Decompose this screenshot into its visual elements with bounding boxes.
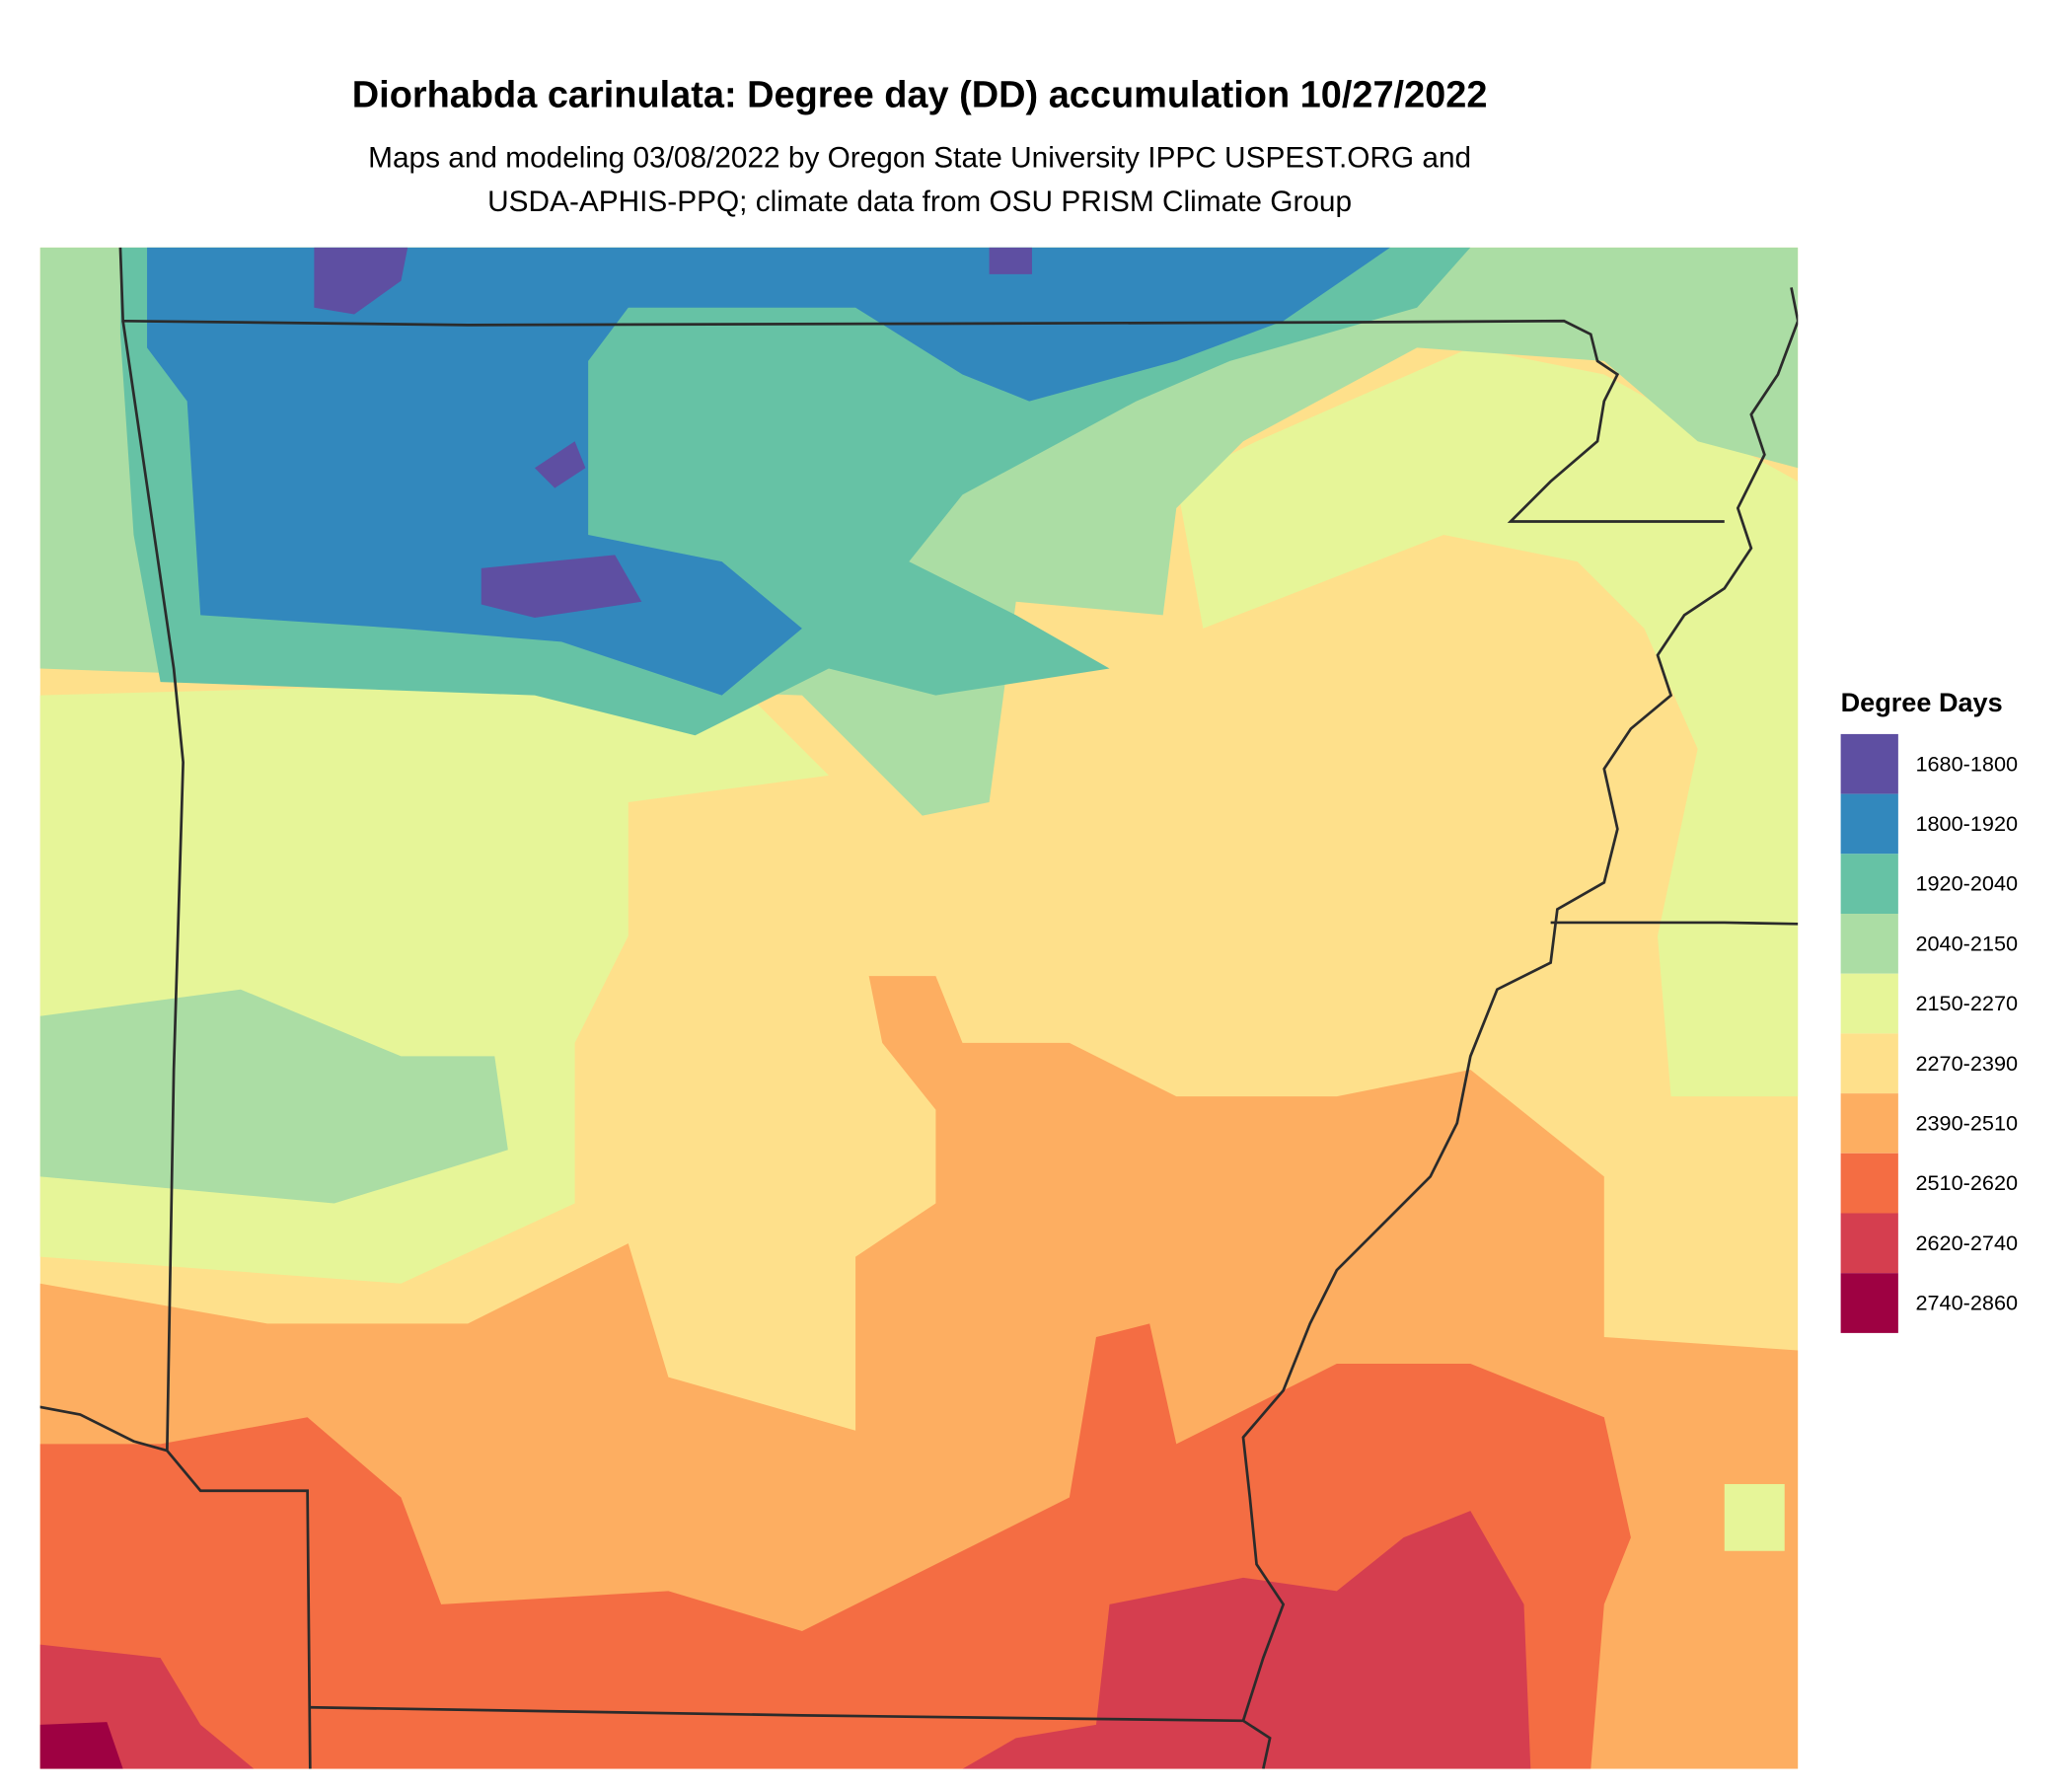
- legend-label: 1800-1920: [1915, 811, 2018, 836]
- zone: [481, 555, 642, 619]
- legend-label: 2150-2270: [1915, 991, 2018, 1015]
- legend-swatch: [1840, 1273, 1898, 1333]
- zone: [1176, 347, 1799, 1097]
- legend-label: 2740-2860: [1915, 1291, 2018, 1315]
- legend-label: 2390-2510: [1915, 1111, 2018, 1136]
- legend-swatch: [1840, 1153, 1898, 1214]
- legend-swatch: [1840, 973, 1898, 1034]
- title: Diorhabda carinulata: Degree day (DD) ac…: [352, 75, 1488, 116]
- legend-swatch: [1840, 793, 1898, 855]
- zone: [1724, 1483, 1785, 1551]
- zone: [39, 1722, 123, 1769]
- map: [39, 247, 1799, 1769]
- legend-label: 1920-2040: [1915, 871, 2018, 896]
- legend-swatch: [1840, 1093, 1898, 1154]
- legend-title: Degree Days: [1841, 687, 2003, 717]
- zone: [989, 247, 1032, 274]
- legend-label: 1680-1800: [1915, 751, 2018, 776]
- zone: [39, 989, 508, 1204]
- legend-swatch: [1840, 1033, 1898, 1094]
- zone: [534, 441, 586, 488]
- zone: [314, 247, 408, 315]
- legend-label: 2620-2740: [1915, 1230, 2018, 1255]
- legend-swatch: [1840, 854, 1898, 915]
- legend-label: 2040-2150: [1915, 931, 2018, 955]
- legend: 1680-1800 1800-1920 1920-2040 2040-2150 2150…: [1840, 733, 2018, 1333]
- legend-swatch: [1840, 914, 1898, 974]
- state-borders: [39, 247, 1799, 1769]
- zone: [962, 1511, 1531, 1769]
- legend-swatch: [1840, 733, 1898, 794]
- legend-label: 2270-2390: [1915, 1051, 2018, 1076]
- subtitle: USDA-APHIS-PPQ; climate data from OSU PR…: [487, 186, 1352, 218]
- legend-label: 2510-2620: [1915, 1170, 2018, 1195]
- legend-swatch: [1840, 1213, 1898, 1274]
- subtitle: Maps and modeling 03/08/2022 by Oregon S…: [368, 141, 1471, 174]
- zone: [147, 247, 1391, 696]
